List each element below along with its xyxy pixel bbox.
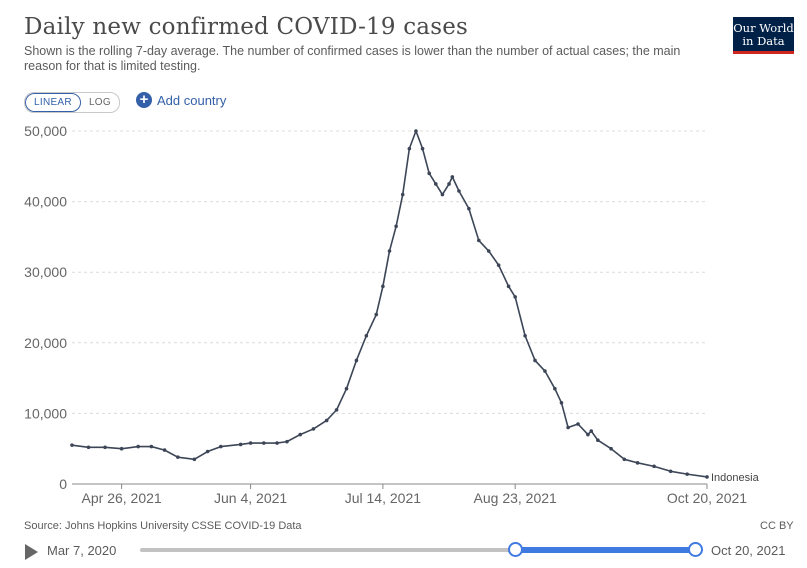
data-point	[311, 427, 316, 431]
plus-circle-icon: +	[136, 92, 152, 108]
data-point	[685, 472, 689, 476]
add-country-button[interactable]: + Add country	[136, 92, 226, 108]
data-point	[205, 449, 210, 454]
data-point	[543, 369, 547, 373]
data-point	[496, 263, 501, 267]
data-point	[334, 408, 339, 412]
data-point	[427, 171, 431, 176]
data-point	[622, 457, 627, 462]
data-point	[103, 445, 107, 450]
log-scale-button[interactable]: LOG	[88, 97, 111, 108]
play-icon[interactable]	[25, 544, 38, 560]
data-point	[400, 192, 405, 197]
timeline-end-label: Oct 20, 2021	[711, 543, 786, 558]
data-point	[420, 146, 425, 151]
data-point	[298, 432, 303, 437]
x-tick-label: Oct 20, 2021	[667, 490, 747, 506]
data-point	[86, 445, 91, 450]
add-country-label: Add country	[157, 92, 227, 108]
series-label: Indonesia	[711, 472, 760, 484]
data-point	[119, 446, 124, 451]
chart-title: Daily new confirmed COVID-19 cases	[24, 14, 469, 40]
data-point	[635, 461, 640, 465]
data-point	[576, 422, 580, 426]
data-point	[566, 425, 570, 430]
linear-scale-button[interactable]: LINEAR	[25, 93, 81, 112]
x-tick-label: Apr 26, 2021	[82, 490, 162, 506]
data-point	[586, 432, 590, 437]
data-point	[589, 429, 594, 433]
data-point	[553, 386, 557, 391]
series-line-indonesia[interactable]	[71, 130, 708, 478]
data-point	[559, 401, 564, 405]
source-note[interactable]: Source: Johns Hopkins University CSSE CO…	[24, 520, 302, 532]
data-point	[450, 175, 455, 179]
y-tick-label: 40,000	[24, 194, 67, 210]
data-point	[533, 358, 537, 363]
data-point	[476, 238, 481, 243]
owid-logo[interactable]: Our World in Data	[733, 17, 794, 54]
data-point	[162, 448, 167, 452]
data-point	[668, 469, 673, 474]
data-point	[705, 475, 709, 479]
y-tick-label: 0	[59, 476, 67, 492]
timeline-start-handle[interactable]	[508, 542, 523, 557]
data-point	[374, 312, 379, 317]
data-point	[523, 333, 527, 338]
data-point	[652, 464, 656, 469]
data-point	[324, 418, 329, 423]
timeline-start-label: Mar 7, 2020	[47, 543, 117, 558]
data-point	[486, 249, 491, 253]
data-point	[506, 284, 511, 289]
y-tick-label: 30,000	[24, 264, 67, 280]
data-point	[136, 444, 140, 449]
timeline-selected-range	[515, 547, 695, 553]
timeline-end-handle[interactable]	[688, 542, 703, 557]
data-point	[387, 249, 392, 253]
data-point	[219, 444, 223, 449]
data-point	[407, 146, 412, 151]
y-tick-label: 20,000	[24, 335, 67, 351]
data-point	[285, 439, 289, 444]
scale-toggle: LINEAR LOG	[24, 92, 120, 113]
x-tick-label: Jun 4, 2021	[214, 490, 287, 506]
y-tick-label: 50,000	[24, 123, 67, 139]
data-point	[381, 284, 385, 289]
data-point	[513, 295, 517, 299]
data-point	[467, 206, 471, 211]
data-point	[238, 442, 243, 447]
logo-line-2: in Data	[742, 33, 785, 48]
data-point	[447, 182, 451, 186]
data-point	[596, 438, 600, 443]
x-axis-ticks: Apr 26, 2021 Jun 4, 2021 Jul 14, 2021 Aug 2…	[82, 484, 747, 506]
data-point	[262, 441, 266, 445]
data-point	[354, 358, 359, 363]
y-axis-ticks: 0 10,000 20,000 30,000 40,000 50,000	[24, 123, 67, 492]
series-layer: Indonesia	[70, 129, 760, 484]
x-tick-label: Aug 23, 2021	[474, 490, 558, 506]
data-point	[275, 441, 279, 445]
data-point	[176, 455, 180, 459]
x-tick-label: Jul 14, 2021	[345, 490, 421, 506]
data-point	[70, 443, 74, 447]
data-point	[192, 457, 197, 462]
data-point	[248, 441, 253, 445]
timeline-track[interactable]	[140, 548, 695, 552]
y-tick-label: 10,000	[24, 405, 67, 421]
data-point	[434, 182, 438, 186]
data-point	[344, 386, 349, 391]
data-point	[414, 129, 418, 133]
timeline: Mar 7, 2020 Oct 20, 2021	[0, 538, 807, 564]
data-point	[364, 333, 369, 338]
grid-lines	[72, 130, 707, 485]
chart-subtitle: Shown is the rolling 7-day average. The …	[24, 44, 681, 73]
data-point	[440, 192, 445, 197]
data-point	[394, 224, 398, 229]
logo-line-1: Our World	[733, 21, 794, 35]
data-point	[149, 444, 154, 449]
data-point	[609, 446, 613, 451]
license-label[interactable]: CC BY	[760, 520, 794, 532]
data-point	[457, 189, 461, 193]
